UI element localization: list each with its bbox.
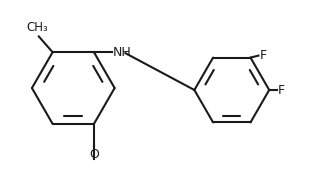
Text: CH₃: CH₃ [26,21,48,33]
Text: O: O [89,148,99,161]
Text: F: F [278,84,285,96]
Text: F: F [259,49,267,62]
Text: NH: NH [113,46,131,59]
